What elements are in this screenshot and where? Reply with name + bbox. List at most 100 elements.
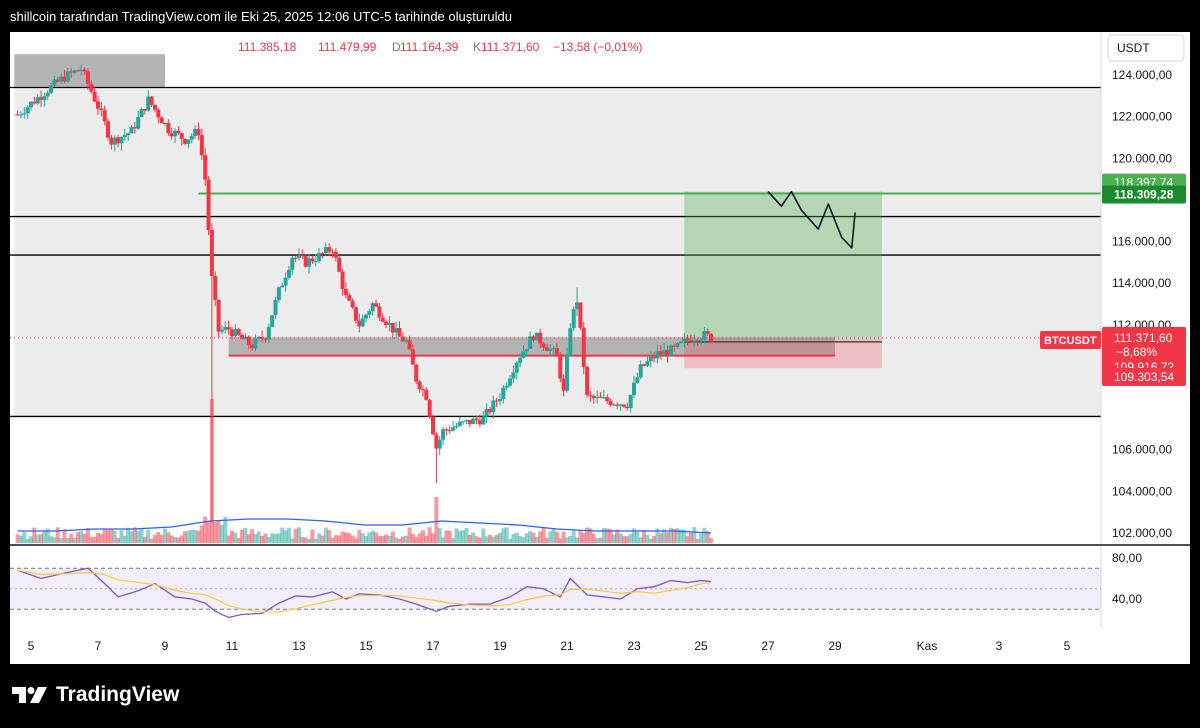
volume-bar bbox=[256, 531, 261, 543]
volume-bar bbox=[136, 530, 141, 543]
candle-body bbox=[678, 341, 683, 343]
candle-body bbox=[353, 307, 358, 321]
volume-bar bbox=[384, 534, 389, 543]
volume-bar bbox=[454, 528, 459, 543]
candle-body bbox=[55, 79, 60, 82]
candle-body bbox=[538, 332, 543, 344]
candle-body bbox=[437, 439, 442, 449]
candle-body bbox=[702, 331, 707, 340]
volume-bar bbox=[49, 536, 54, 543]
candle-body bbox=[420, 389, 425, 391]
candle-body bbox=[561, 378, 566, 391]
volume-ma-line bbox=[17, 518, 712, 534]
candle-body bbox=[484, 409, 489, 417]
volume-bar bbox=[585, 527, 590, 543]
volume-bar bbox=[705, 531, 710, 543]
candle-body bbox=[558, 354, 563, 379]
volume-bar bbox=[451, 538, 456, 543]
currency-button[interactable] bbox=[1107, 34, 1185, 62]
candle-body bbox=[427, 399, 432, 417]
volume-bar bbox=[280, 527, 285, 543]
time-tick-label: 9 bbox=[162, 639, 169, 653]
volume-bar bbox=[333, 535, 338, 543]
volume-bar bbox=[156, 532, 161, 543]
candle-body bbox=[410, 349, 415, 365]
candle-body bbox=[705, 331, 710, 334]
volume-bar bbox=[189, 529, 194, 543]
tradingview-logo[interactable]: TradingView bbox=[12, 683, 179, 707]
candle-body bbox=[501, 387, 506, 400]
volume-bar bbox=[266, 536, 271, 543]
volume-bar bbox=[300, 536, 305, 543]
candle-body bbox=[668, 345, 673, 356]
volume-bar bbox=[692, 527, 697, 543]
volume-bar bbox=[441, 537, 446, 543]
candle-body bbox=[270, 315, 275, 327]
candle-body bbox=[186, 139, 191, 144]
volume-bar bbox=[82, 533, 87, 543]
candle-body bbox=[568, 328, 573, 355]
rsi-pane[interactable]: 80,00 40,00 bbox=[10, 551, 1142, 619]
price-axis[interactable]: 124.000,00 122.000,00 120.000,00 116.000,00… bbox=[10, 68, 1186, 540]
candle-body bbox=[45, 92, 50, 97]
volume-bar bbox=[330, 537, 335, 543]
volume-bar bbox=[377, 536, 382, 543]
zones-layer bbox=[14, 54, 1101, 417]
volume-bar bbox=[163, 528, 167, 543]
candle-body bbox=[119, 137, 124, 144]
volume-bar bbox=[186, 530, 191, 543]
candle-body bbox=[508, 378, 513, 386]
volume-bar bbox=[551, 529, 556, 543]
candle-body bbox=[618, 404, 623, 406]
candle-body bbox=[176, 130, 181, 134]
volume-bar bbox=[581, 533, 586, 543]
volume-bar bbox=[444, 530, 449, 543]
volume-bar bbox=[152, 534, 157, 543]
candle-body bbox=[240, 334, 245, 340]
volume-bar bbox=[702, 527, 707, 543]
price-badge-label: 111.371,60 bbox=[1114, 331, 1173, 345]
rsi-tick-label: 80,00 bbox=[1112, 551, 1142, 565]
candle-body bbox=[571, 309, 576, 329]
candle-body bbox=[297, 255, 301, 258]
candle-body bbox=[266, 326, 271, 340]
volume-bar bbox=[407, 527, 412, 543]
volume-bar bbox=[126, 527, 131, 543]
volume-bar bbox=[263, 533, 268, 543]
candle-body bbox=[665, 350, 670, 356]
candle-body bbox=[591, 396, 596, 399]
candle-body bbox=[243, 336, 248, 340]
candle-body bbox=[179, 133, 184, 139]
volume-bar bbox=[149, 538, 154, 543]
long-position-tool[interactable] bbox=[684, 191, 882, 369]
time-tick-label: 17 bbox=[426, 639, 440, 653]
projection-drawing[interactable] bbox=[767, 190, 856, 249]
symbol-tag[interactable] bbox=[1040, 331, 1101, 349]
rsi-ma-line bbox=[17, 569, 712, 613]
volume-bar bbox=[15, 534, 20, 543]
candle-body bbox=[39, 97, 44, 100]
candle-body bbox=[59, 76, 64, 82]
volume-bar bbox=[601, 527, 606, 543]
candle-body bbox=[337, 257, 342, 272]
volume-bar bbox=[240, 529, 245, 543]
time-axis[interactable]: 5 7 9 11 13 15 17 19 21 23 25 27 29 Kas 3 5 bbox=[28, 639, 1071, 653]
candle-body bbox=[491, 400, 496, 413]
volume-bar bbox=[424, 535, 429, 543]
time-tick-label: 3 bbox=[996, 639, 1003, 653]
volume-bar bbox=[370, 530, 375, 543]
volume-bar bbox=[176, 537, 181, 543]
volume-bar bbox=[290, 538, 295, 543]
projection-path bbox=[767, 190, 856, 249]
volume-bar bbox=[327, 529, 332, 543]
symbol-label: BTCUSDT bbox=[1044, 335, 1097, 347]
price-badge bbox=[1102, 185, 1186, 204]
candle-body bbox=[611, 404, 616, 406]
candle-body bbox=[193, 129, 198, 137]
volume-bar bbox=[350, 535, 355, 543]
volume-bar bbox=[85, 527, 90, 543]
candle-body bbox=[290, 257, 295, 270]
candle-body bbox=[32, 101, 37, 104]
volume-bar bbox=[112, 530, 117, 543]
